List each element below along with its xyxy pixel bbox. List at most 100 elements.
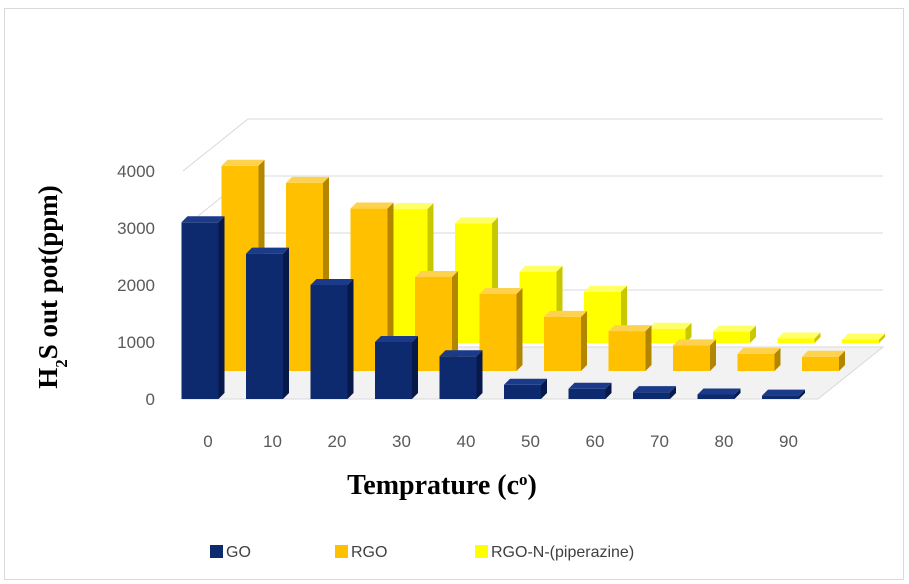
- bar-top: [504, 378, 547, 385]
- bar-top: [375, 336, 418, 342]
- bar-top: [221, 159, 265, 166]
- bar-side: [799, 389, 805, 399]
- x-axis-title-sup: o: [519, 470, 528, 489]
- y-axis-title-sub: 2: [52, 359, 71, 368]
- bar-front: [544, 316, 581, 371]
- bar-side: [283, 247, 289, 399]
- bar-top: [519, 265, 563, 272]
- bar-front: [479, 294, 517, 371]
- grid-diag-4: [182, 118, 249, 172]
- bar-RGO-80: [737, 347, 781, 371]
- y-tick-0: 0: [146, 390, 155, 409]
- bar-top: [762, 389, 805, 396]
- legend-label: GO: [226, 544, 251, 561]
- x-tick-20: 20: [328, 432, 347, 451]
- bar-top: [439, 350, 483, 357]
- bar-GO-20: [310, 279, 354, 399]
- bar-front: [181, 222, 219, 399]
- bar-side: [645, 325, 652, 371]
- bar-GO-30: [375, 336, 418, 399]
- x-tick-90: 90: [779, 432, 798, 451]
- bar-side: [452, 270, 458, 371]
- bar-front: [310, 285, 348, 399]
- bar-GO-50: [504, 378, 547, 399]
- bar-RGO-90: [802, 350, 845, 371]
- bar-front: [713, 331, 750, 343]
- bar-top: [842, 333, 885, 340]
- x-tick-0: 0: [203, 432, 212, 451]
- bar-front: [648, 328, 686, 343]
- legend-label: RGO: [351, 544, 387, 561]
- bar-side: [476, 350, 483, 399]
- legend-label: RGO-N-(piperazine): [491, 544, 634, 561]
- bar-GO-90: [762, 389, 805, 399]
- bar-top: [608, 325, 652, 332]
- bar-top: [802, 350, 845, 357]
- bar-side: [541, 378, 547, 399]
- chart-area: 0 1000 2000 3000 4000 0 10 20 30 40 50 60 70 80 90 Tem…: [4, 8, 904, 580]
- chart-svg: 0 1000 2000 3000 4000 0 10 20 30 40 50 60 70 80 90 Tem…: [33, 118, 885, 561]
- bar-top: [673, 339, 716, 346]
- bar-front: [802, 356, 839, 371]
- bar-front: [504, 384, 541, 399]
- bar-side: [734, 388, 741, 399]
- y-tick-4000: 4000: [117, 162, 155, 181]
- bar-side: [839, 350, 845, 371]
- y-tick-2000: 2000: [117, 276, 155, 295]
- bar-RGO-70: [673, 339, 716, 371]
- legend-item-RGO-N-(piperazine): RGO-N-(piperazine): [475, 544, 634, 561]
- bar-side: [814, 332, 821, 343]
- bar-top: [584, 285, 627, 292]
- bar-front: [777, 338, 815, 343]
- bar-RGO-N-(piperazine)-70: [713, 325, 756, 343]
- x-axis-title-end: ): [528, 470, 537, 501]
- legend: GO RGO RGO-N-(piperazine): [210, 544, 634, 561]
- bar-top: [713, 325, 756, 332]
- bar-top: [697, 388, 741, 395]
- y-axis-title-end: S out pot(ppm): [33, 185, 63, 359]
- bar-top: [737, 347, 781, 354]
- legend-item-RGO: RGO: [335, 544, 387, 561]
- x-tick-70: 70: [650, 432, 669, 451]
- bar-front: [762, 395, 799, 399]
- legend-swatch: [335, 545, 348, 558]
- bars-layer: [181, 159, 885, 399]
- bar-side: [581, 310, 587, 371]
- x-tick-40: 40: [457, 432, 476, 451]
- bar-side: [774, 347, 781, 371]
- bar-RGO-N-(piperazine)-60: [648, 322, 692, 343]
- bar-top: [568, 382, 612, 389]
- x-tick-60: 60: [586, 432, 605, 451]
- bar-front: [568, 388, 606, 399]
- bar-side: [685, 322, 692, 343]
- bar-top: [246, 247, 289, 254]
- bar-GO-70: [633, 386, 676, 399]
- x-tick-50: 50: [521, 432, 540, 451]
- ticks-layer: 0 1000 2000 3000 4000 0 10 20 30 40 50 60 70 80 90: [117, 162, 798, 451]
- bar-front: [375, 342, 412, 399]
- bar-top: [286, 176, 329, 183]
- bar-GO-0: [181, 216, 225, 399]
- bar-front: [608, 331, 646, 371]
- bar-top: [310, 279, 354, 285]
- x-axis-title: Temprature (co): [347, 470, 537, 502]
- bar-top: [479, 288, 523, 295]
- bar-top: [350, 202, 394, 209]
- bar-top: [648, 322, 692, 329]
- bar-side: [387, 202, 394, 371]
- bar-side: [516, 288, 523, 371]
- y-tick-1000: 1000: [117, 333, 155, 352]
- bar-front: [842, 339, 879, 343]
- legend-swatch: [210, 545, 223, 558]
- bar-side: [750, 325, 756, 343]
- legend-swatch: [475, 545, 488, 558]
- bar-front: [737, 353, 775, 371]
- bar-front: [246, 253, 283, 399]
- bar-side: [710, 339, 716, 371]
- bar-GO-10: [246, 247, 289, 399]
- bar-RGO-N-(piperazine)-90: [842, 333, 885, 343]
- bar-RGO-50: [544, 310, 587, 371]
- bar-top: [455, 217, 498, 224]
- bar-GO-80: [697, 388, 741, 399]
- y-axis-title-main: H: [33, 368, 63, 389]
